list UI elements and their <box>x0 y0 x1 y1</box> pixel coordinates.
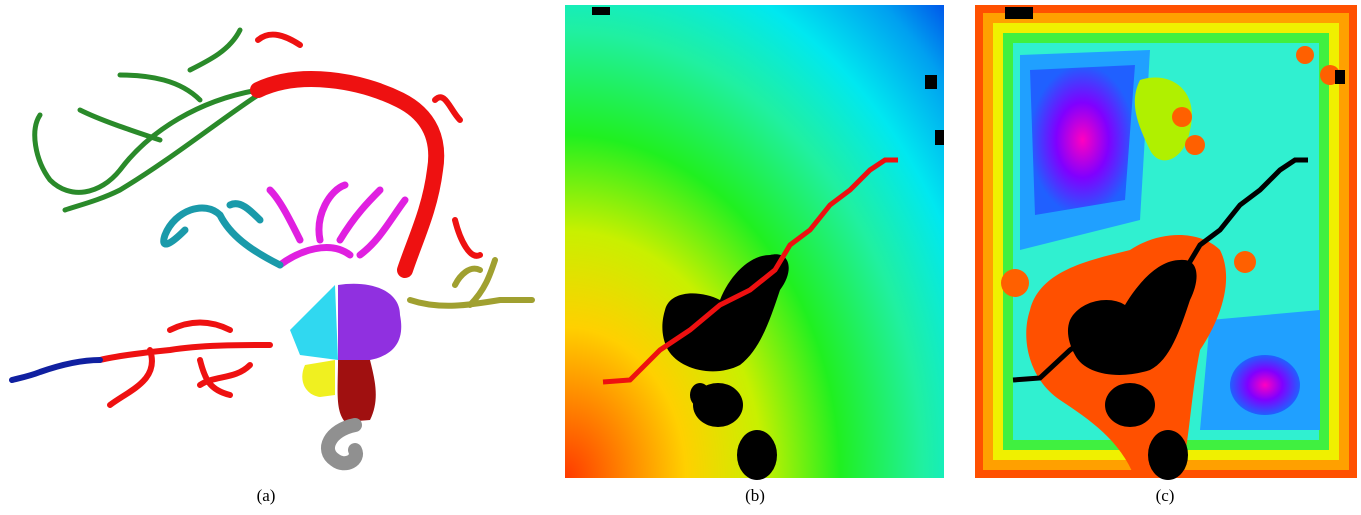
vessel-red-top <box>258 79 436 270</box>
distance-map <box>565 5 944 480</box>
segment-gray <box>328 425 356 463</box>
caption: (a) <box>257 486 276 505</box>
segment-cyan <box>290 285 338 360</box>
caption: (b) <box>745 486 765 505</box>
segment-darkred <box>338 360 376 422</box>
segment-purple <box>338 284 401 360</box>
vessel-teal <box>164 204 280 265</box>
gradient-field <box>565 5 944 478</box>
vessel-green <box>35 30 258 210</box>
vessel-magenta <box>270 185 405 265</box>
vessel-red-low <box>100 323 270 406</box>
region-magenta-low <box>1230 355 1300 415</box>
region-magenta <box>1030 65 1135 215</box>
clearance-map <box>975 5 1357 480</box>
segment-yellow <box>302 360 335 397</box>
figure: (a) (b) <box>0 0 1361 515</box>
vessel-tree <box>12 30 532 463</box>
vessel-blue <box>12 360 100 380</box>
vessel-olive <box>410 260 532 306</box>
caption: (c) <box>1156 486 1175 505</box>
